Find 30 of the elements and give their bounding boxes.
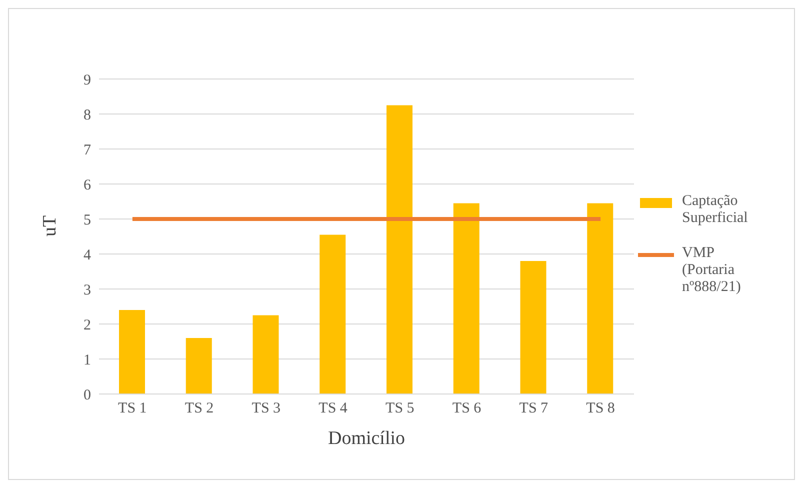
legend-label: VMP (Portaria nº888/21) — [682, 244, 742, 296]
bar — [186, 338, 212, 394]
y-tick-label: 6 — [84, 177, 92, 194]
y-tick-label: 0 — [84, 387, 91, 404]
y-tick-label: 5 — [84, 212, 91, 228]
bar — [320, 234, 346, 394]
x-tick-label: TS 8 — [586, 400, 615, 417]
y-axis-title: uT — [40, 215, 61, 236]
y-tick-label: 4 — [84, 247, 92, 264]
x-tick-label: TS 7 — [519, 400, 549, 417]
bar — [453, 203, 480, 394]
y-tick-label: 9 — [84, 72, 91, 88]
x-axis-title: Domicílio — [328, 428, 406, 449]
x-tick-label: TS 3 — [252, 400, 281, 417]
y-tick-label: 1 — [84, 352, 91, 368]
y-tick-label: 7 — [84, 142, 92, 158]
y-tick-label: 3 — [84, 282, 91, 298]
x-tick-label: TS 6 — [452, 400, 482, 417]
bar — [520, 261, 546, 394]
bar — [252, 315, 279, 394]
bar — [587, 203, 614, 394]
x-tick-label: TS 5 — [386, 400, 414, 417]
y-tick-label: 8 — [84, 107, 91, 124]
legend-label: Captação Superficial — [682, 192, 749, 226]
y-tick-label: 2 — [84, 317, 91, 334]
x-tick-label: TS 2 — [184, 400, 214, 417]
x-tick-label: TS 1 — [118, 400, 147, 417]
x-tick-label: TS 4 — [318, 400, 348, 417]
bar — [119, 310, 145, 394]
bar — [386, 105, 412, 394]
